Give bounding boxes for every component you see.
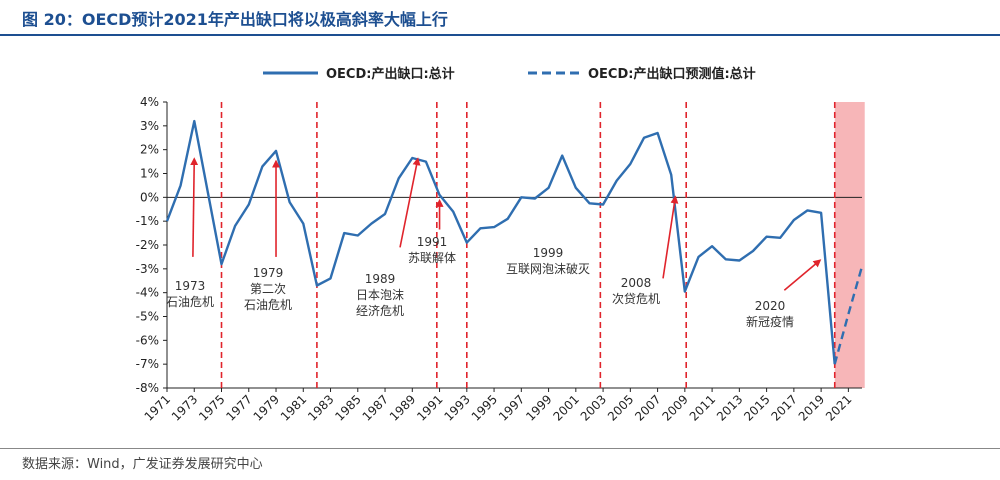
annotation-arrow (783, 259, 822, 291)
y-tick-label: -7% (136, 357, 159, 371)
x-tick-label: 2013 (714, 392, 745, 423)
y-tick-label: 3% (140, 119, 159, 133)
annotation-arrow (190, 157, 199, 257)
x-tick-label: 1987 (360, 392, 391, 423)
legend-label-dashed: OECD:产出缺口预测值:总计 (588, 66, 756, 82)
x-tick-label: 2009 (659, 392, 690, 423)
source-note: 数据来源：Wind，广发证券发展研究中心 (22, 457, 263, 472)
y-tick-label: 2% (140, 143, 159, 157)
annotation-label: 石油危机 (166, 295, 214, 309)
x-tick-label: 1973 (169, 392, 200, 423)
x-tick-label: 1977 (223, 392, 254, 423)
legend: OECD:产出缺口:总计 OECD:产出缺口预测值:总计 (263, 66, 756, 82)
forecast-series-line (833, 266, 864, 365)
output-gap-series-line (165, 119, 836, 365)
y-tick-label: 0% (140, 190, 159, 204)
annotation-label: 1973 (175, 279, 206, 293)
legend-label-solid: OECD:产出缺口:总计 (326, 66, 455, 82)
x-tick-label: 1985 (332, 392, 363, 423)
x-tick-label: 1999 (523, 392, 554, 423)
y-tick-label: -8% (136, 381, 159, 395)
annotation-label: 新冠疫情 (746, 314, 794, 329)
x-tick-label: 2001 (550, 392, 581, 423)
annotation-label: 经济危机 (356, 303, 404, 318)
y-tick-label: 4% (140, 95, 159, 109)
figure-title: 图 20：OECD预计2021年产出缺口将以极高斜率大幅上行 (22, 10, 448, 29)
y-tick-label: 1% (140, 167, 159, 181)
annotation-arrow (399, 157, 421, 248)
x-tick-label: 2019 (796, 392, 827, 423)
x-tick-label: 2011 (687, 392, 718, 423)
y-tick-label: -3% (136, 262, 159, 276)
x-tick-label: 2005 (605, 392, 636, 423)
annotation-label: 2020 (755, 299, 786, 313)
x-tick-label: 2017 (768, 392, 799, 423)
annotation-label: 第二次 (250, 282, 286, 296)
x-tick-label: 2015 (741, 392, 772, 423)
y-tick-label: -5% (136, 310, 159, 324)
annotation-label: 苏联解体 (408, 251, 456, 265)
x-tick-label: 1993 (441, 392, 472, 423)
annotation-label: 互联网泡沫破灭 (506, 261, 590, 276)
annotation-arrow (662, 195, 679, 279)
x-tick-label: 1983 (305, 392, 336, 423)
x-tick-label: 1979 (251, 392, 282, 423)
x-tick-label: 1995 (469, 392, 500, 423)
x-tick-label: 1991 (414, 392, 445, 423)
y-tick-label: -2% (136, 238, 159, 252)
x-tick-label: 1975 (196, 392, 227, 423)
x-tick-label: 2003 (578, 392, 609, 423)
annotation-label: 1979 (253, 266, 284, 280)
annotation-label: 1989 (365, 272, 396, 286)
annotation-label: 2008 (621, 276, 652, 290)
x-tick-label: 2021 (823, 392, 854, 423)
annotation-label: 石油危机 (244, 298, 292, 312)
x-tick-label: 1981 (278, 392, 309, 423)
title-rule (0, 34, 1000, 36)
x-tick-label: 2007 (632, 392, 663, 423)
y-tick-label: -6% (136, 333, 159, 347)
source-rule (0, 448, 1000, 449)
y-tick-label: -1% (136, 214, 159, 228)
x-tick-label: 1989 (387, 392, 418, 423)
annotation-label: 1999 (533, 246, 564, 260)
x-tick-label: 1997 (496, 392, 527, 423)
forecast-shade (834, 102, 865, 388)
annotation-label: 日本泡沫 (356, 288, 404, 302)
annotation-label: 1991 (417, 235, 448, 249)
y-tick-label: -4% (136, 286, 159, 300)
annotation-label: 次贷危机 (612, 292, 660, 306)
x-tick-label: 1971 (142, 392, 173, 423)
